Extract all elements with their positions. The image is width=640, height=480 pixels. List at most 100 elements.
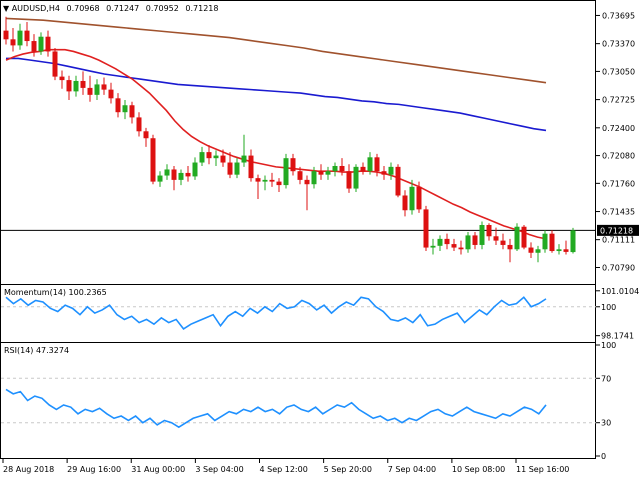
candle-body	[325, 171, 331, 175]
candle-body	[241, 155, 247, 163]
candle	[374, 153, 380, 177]
rsi-tick-label: 0	[601, 452, 606, 461]
candle-body	[430, 245, 436, 248]
time-tick-label: 28 Aug 2018	[3, 465, 54, 474]
candle-body	[24, 30, 30, 42]
candle	[73, 75, 79, 97]
candle-body	[248, 155, 254, 179]
candle	[535, 245, 541, 263]
candle-body	[556, 249, 562, 252]
momentum-panel-frame	[0, 284, 596, 343]
candle-body	[346, 171, 352, 189]
candle	[486, 223, 492, 241]
candle-body	[94, 84, 100, 95]
candle	[556, 244, 562, 255]
candle-body	[458, 247, 464, 250]
candle	[94, 79, 100, 101]
time-tick-label: 10 Sep 08:00	[452, 465, 505, 474]
candle	[423, 205, 429, 252]
time-axis: 28 Aug 2018 29 Aug 16:00 31 Aug 00:00 3 Sep…	[2, 459, 569, 474]
candle-body	[31, 41, 37, 52]
candle	[213, 150, 219, 166]
candle	[262, 175, 268, 191]
candle	[269, 172, 275, 187]
candle	[276, 178, 282, 193]
candle-body	[122, 105, 128, 113]
time-tick-label: 31 Aug 00:00	[131, 465, 185, 474]
candle	[479, 221, 485, 250]
candle	[3, 16, 9, 45]
candle-body	[521, 226, 527, 248]
ma-short-path	[5, 48, 547, 240]
candle	[388, 162, 394, 180]
candle	[122, 100, 128, 120]
candle	[542, 230, 548, 253]
candle-body	[136, 117, 142, 132]
candle	[395, 164, 401, 198]
price-tick-label: 0.71760	[602, 179, 635, 188]
candle-body	[10, 39, 16, 46]
candle	[192, 157, 198, 180]
candle-body	[479, 224, 485, 245]
current-price-tag: 0.71218	[597, 224, 639, 236]
candle-body	[374, 157, 380, 172]
candle	[10, 28, 16, 52]
candle	[311, 166, 317, 189]
price-tick-label: 0.73695	[602, 11, 635, 20]
candle	[514, 223, 520, 252]
candle-body	[360, 166, 366, 172]
candle-body	[500, 240, 506, 245]
candle	[31, 34, 37, 57]
candle	[507, 238, 513, 263]
candle	[115, 93, 121, 118]
candle	[171, 165, 177, 191]
rsi-axis: 100 70 30 0	[596, 341, 616, 461]
candle-body	[297, 171, 303, 180]
price-tick-label: 0.72080	[602, 152, 635, 161]
candle	[66, 75, 72, 101]
candle-body	[465, 235, 471, 250]
candle-body	[535, 249, 541, 253]
momentum-tick-label: 101.0104	[601, 287, 639, 296]
candle	[150, 134, 156, 185]
rsi-tick-label: 30	[601, 419, 611, 428]
candle	[402, 190, 408, 217]
candle-body	[66, 80, 72, 92]
candle	[24, 21, 30, 47]
candle-body	[290, 158, 296, 172]
candle	[409, 179, 415, 215]
candle	[283, 153, 289, 189]
time-tick-label: 4 Sep 12:00	[260, 465, 308, 474]
candle-body	[45, 36, 51, 52]
rsi-tick-label: 100	[601, 341, 616, 350]
ma-short-line	[5, 48, 547, 240]
candle-body	[101, 84, 107, 90]
ma-long-path	[5, 17, 547, 84]
candle	[521, 224, 527, 250]
candle-body	[528, 247, 534, 253]
candle-body	[472, 235, 478, 245]
candle	[87, 75, 93, 102]
candle-body	[38, 36, 44, 52]
candle-body	[542, 233, 548, 250]
candle-body	[269, 179, 275, 182]
candle	[157, 171, 163, 187]
candle-body	[318, 171, 324, 175]
candle	[325, 166, 331, 180]
candle-body	[87, 87, 93, 95]
candle-body	[423, 209, 429, 248]
candle	[178, 169, 184, 186]
candle-body	[451, 244, 457, 248]
candle-body	[549, 233, 555, 252]
open-value: 0.70968	[66, 4, 99, 13]
candle-body	[493, 236, 499, 241]
rsi-line	[5, 388, 547, 429]
candle	[416, 181, 422, 213]
candle	[108, 82, 114, 104]
candle-body	[381, 171, 387, 175]
high-value: 0.71247	[106, 4, 139, 13]
candle	[570, 227, 576, 254]
candle-body	[486, 224, 492, 237]
low-value: 0.70952	[146, 4, 179, 13]
